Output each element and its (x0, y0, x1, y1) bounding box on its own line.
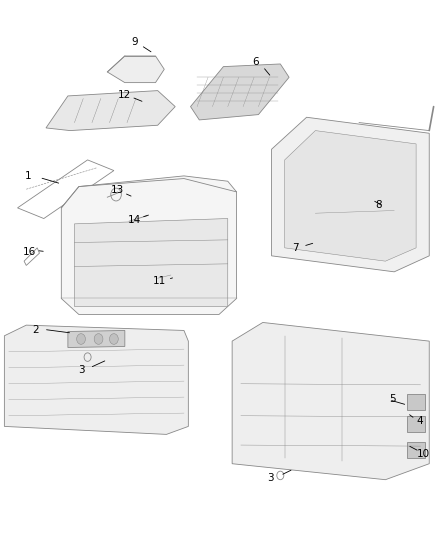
Polygon shape (4, 325, 188, 434)
Polygon shape (232, 322, 429, 480)
Text: 13: 13 (111, 185, 124, 195)
Polygon shape (46, 91, 175, 131)
Polygon shape (74, 219, 228, 306)
Polygon shape (61, 176, 237, 314)
Text: 9: 9 (131, 37, 138, 46)
Polygon shape (191, 64, 289, 120)
Circle shape (77, 334, 85, 344)
Bar (407, 394, 425, 410)
Text: 3: 3 (78, 366, 85, 375)
Text: 7: 7 (292, 243, 299, 253)
Text: 14: 14 (128, 215, 141, 224)
Polygon shape (272, 117, 429, 272)
Circle shape (94, 334, 103, 344)
Text: 10: 10 (417, 449, 430, 459)
Text: 11: 11 (153, 277, 166, 286)
Text: 8: 8 (375, 200, 382, 210)
Text: 4: 4 (416, 416, 423, 426)
Text: 6: 6 (252, 58, 259, 67)
Polygon shape (68, 330, 125, 348)
Text: 2: 2 (32, 326, 39, 335)
Polygon shape (107, 56, 164, 83)
Text: 16: 16 (23, 247, 36, 256)
Bar (407, 442, 425, 458)
Polygon shape (285, 131, 416, 261)
Text: 3: 3 (267, 473, 274, 483)
Circle shape (110, 334, 118, 344)
Text: 12: 12 (118, 90, 131, 100)
Text: 1: 1 (25, 171, 32, 181)
Bar (407, 416, 425, 432)
Text: 5: 5 (389, 394, 396, 403)
